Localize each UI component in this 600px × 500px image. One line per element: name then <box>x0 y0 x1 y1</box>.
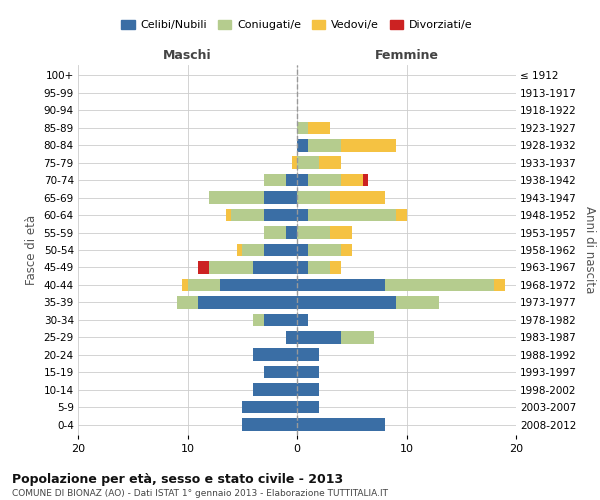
Bar <box>341 331 374 344</box>
Bar <box>237 244 242 256</box>
Y-axis label: Anni di nascita: Anni di nascita <box>583 206 596 294</box>
Bar <box>297 261 308 274</box>
Bar <box>264 174 286 186</box>
Legend: Celibi/Nubili, Coniugati/e, Vedovi/e, Divorziati/e: Celibi/Nubili, Coniugati/e, Vedovi/e, Di… <box>117 15 477 34</box>
Bar <box>242 244 264 256</box>
Bar <box>199 296 297 308</box>
Bar <box>319 156 341 169</box>
Bar <box>232 209 264 222</box>
Text: Popolazione per età, sesso e stato civile - 2013: Popolazione per età, sesso e stato civil… <box>12 472 343 486</box>
Bar <box>297 418 385 431</box>
Bar <box>297 331 341 344</box>
Bar <box>341 174 362 186</box>
Bar <box>253 314 264 326</box>
Bar <box>297 401 319 413</box>
Bar <box>253 348 297 361</box>
Bar <box>199 261 209 274</box>
Bar <box>286 174 297 186</box>
Bar <box>385 278 494 291</box>
Bar <box>264 366 297 378</box>
Bar <box>264 192 297 204</box>
Text: Maschi: Maschi <box>163 50 212 62</box>
Bar <box>297 226 330 239</box>
Bar <box>297 139 308 151</box>
Bar <box>308 122 330 134</box>
Bar <box>297 244 308 256</box>
Bar <box>209 261 253 274</box>
Text: Femmine: Femmine <box>374 50 439 62</box>
Bar <box>297 314 308 326</box>
Bar <box>297 296 395 308</box>
Bar <box>292 156 297 169</box>
Bar <box>264 226 286 239</box>
Bar <box>297 278 385 291</box>
Bar <box>330 192 385 204</box>
Bar <box>395 296 439 308</box>
Bar <box>253 384 297 396</box>
Bar <box>226 209 232 222</box>
Bar <box>297 209 308 222</box>
Bar <box>494 278 505 291</box>
Bar <box>242 418 297 431</box>
Bar <box>297 156 319 169</box>
Bar <box>297 384 319 396</box>
Bar <box>264 244 297 256</box>
Bar <box>264 314 297 326</box>
Bar <box>341 244 352 256</box>
Bar <box>297 122 308 134</box>
Bar <box>341 139 395 151</box>
Bar <box>286 226 297 239</box>
Bar <box>176 296 199 308</box>
Text: COMUNE DI BIONAZ (AO) - Dati ISTAT 1° gennaio 2013 - Elaborazione TUTTITALIA.IT: COMUNE DI BIONAZ (AO) - Dati ISTAT 1° ge… <box>12 489 388 498</box>
Bar <box>308 209 395 222</box>
Bar <box>297 348 319 361</box>
Bar <box>308 261 330 274</box>
Bar <box>209 192 264 204</box>
Bar <box>253 261 297 274</box>
Bar <box>297 192 330 204</box>
Bar <box>220 278 297 291</box>
Bar <box>297 366 319 378</box>
Bar <box>330 226 352 239</box>
Bar <box>182 278 187 291</box>
Bar <box>308 174 341 186</box>
Bar <box>308 244 341 256</box>
Bar <box>242 401 297 413</box>
Bar <box>330 261 341 274</box>
Bar <box>286 331 297 344</box>
Bar <box>308 139 341 151</box>
Bar <box>395 209 407 222</box>
Bar <box>187 278 220 291</box>
Bar <box>297 174 308 186</box>
Bar <box>264 209 297 222</box>
Y-axis label: Fasce di età: Fasce di età <box>25 215 38 285</box>
Bar <box>362 174 368 186</box>
